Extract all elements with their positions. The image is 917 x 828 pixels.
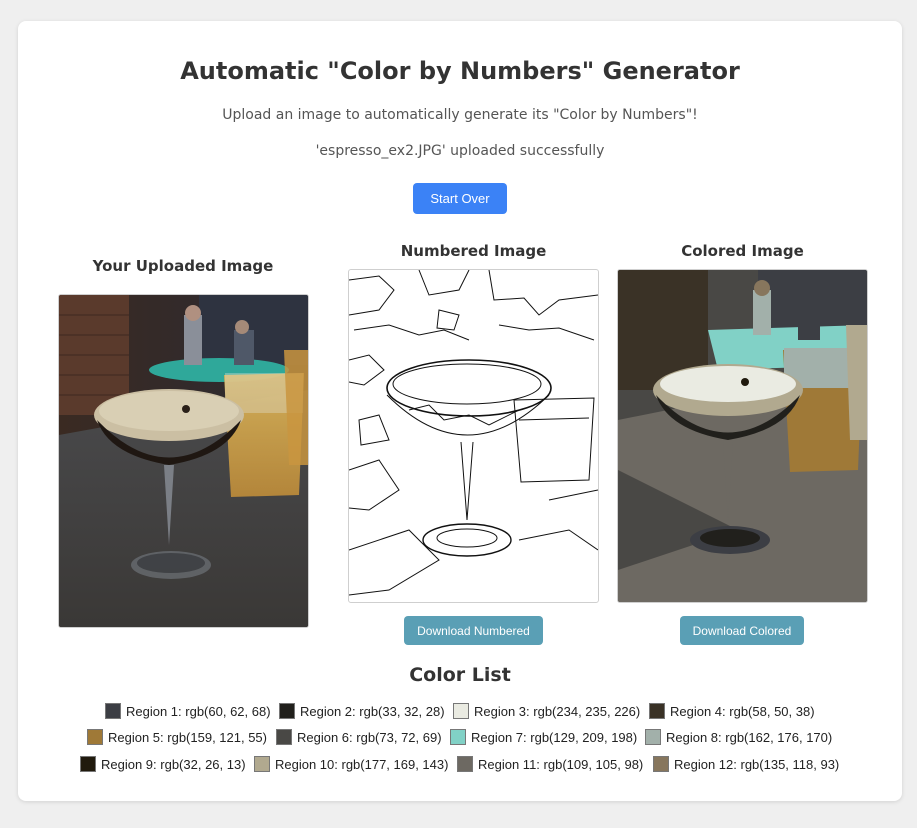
color-region-11: Region 11: rgb(109, 105, 98) bbox=[457, 754, 643, 774]
color-region-7: Region 7: rgb(129, 209, 198) bbox=[450, 727, 637, 747]
color-region-4: Region 4: rgb(58, 50, 38) bbox=[649, 701, 815, 721]
region-swatch bbox=[450, 729, 466, 745]
numbered-image-title: Numbered Image bbox=[400, 242, 547, 260]
region-swatch bbox=[276, 729, 292, 745]
region-label: Region 10: rgb(177, 169, 143) bbox=[275, 756, 449, 772]
region-label: Region 12: rgb(135, 118, 93) bbox=[674, 756, 840, 772]
colored-image-title: Colored Image bbox=[681, 242, 804, 260]
color-region-8: Region 8: rgb(162, 176, 170) bbox=[645, 727, 832, 747]
color-region-12: Region 12: rgb(135, 118, 93) bbox=[653, 754, 839, 774]
color-region-9: Region 9: rgb(32, 26, 13) bbox=[80, 754, 246, 774]
color-region-2: Region 2: rgb(33, 32, 28) bbox=[279, 701, 445, 721]
region-label: Region 7: rgb(129, 209, 198) bbox=[471, 729, 638, 745]
colored-image bbox=[617, 269, 868, 603]
page-title: Automatic "Color by Numbers" Generator bbox=[180, 57, 740, 85]
download-colored-button[interactable]: Download Colored bbox=[680, 616, 804, 645]
region-swatch bbox=[453, 703, 469, 719]
region-swatch bbox=[649, 703, 665, 719]
region-label: Region 9: rgb(32, 26, 13) bbox=[101, 756, 246, 772]
page-subtitle: Upload an image to automatically generat… bbox=[222, 107, 698, 123]
region-label: Region 8: rgb(162, 176, 170) bbox=[666, 729, 833, 745]
uploaded-image bbox=[58, 294, 309, 628]
region-swatch bbox=[254, 756, 270, 772]
color-region-6: Region 6: rgb(73, 72, 69) bbox=[276, 727, 442, 747]
color-list-title: Color List bbox=[409, 664, 511, 686]
region-label: Region 6: rgb(73, 72, 69) bbox=[297, 729, 442, 745]
region-label: Region 11: rgb(109, 105, 98) bbox=[478, 756, 644, 772]
region-label: Region 2: rgb(33, 32, 28) bbox=[300, 703, 445, 719]
uploaded-image-title: Your Uploaded Image bbox=[92, 257, 274, 275]
region-swatch bbox=[457, 756, 473, 772]
color-region-1: Region 1: rgb(60, 62, 68) bbox=[105, 701, 271, 721]
numbered-image bbox=[348, 269, 599, 603]
download-numbered-button[interactable]: Download Numbered bbox=[404, 616, 543, 645]
region-label: Region 1: rgb(60, 62, 68) bbox=[126, 703, 271, 719]
region-swatch bbox=[645, 729, 661, 745]
color-region-3: Region 3: rgb(234, 235, 226) bbox=[453, 701, 640, 721]
start-over-button[interactable]: Start Over bbox=[413, 183, 507, 214]
region-swatch bbox=[87, 729, 103, 745]
region-swatch bbox=[105, 703, 121, 719]
region-label: Region 4: rgb(58, 50, 38) bbox=[670, 703, 815, 719]
color-region-5: Region 5: rgb(159, 121, 55) bbox=[87, 727, 267, 747]
region-swatch bbox=[653, 756, 669, 772]
color-region-10: Region 10: rgb(177, 169, 143) bbox=[254, 754, 448, 774]
region-label: Region 3: rgb(234, 235, 226) bbox=[474, 703, 641, 719]
region-swatch bbox=[80, 756, 96, 772]
region-swatch bbox=[279, 703, 295, 719]
region-label: Region 5: rgb(159, 121, 55) bbox=[108, 729, 267, 745]
main-card: Automatic "Color by Numbers" Generator U… bbox=[18, 21, 902, 801]
upload-status: 'espresso_ex2.JPG' uploaded successfully bbox=[315, 143, 605, 159]
